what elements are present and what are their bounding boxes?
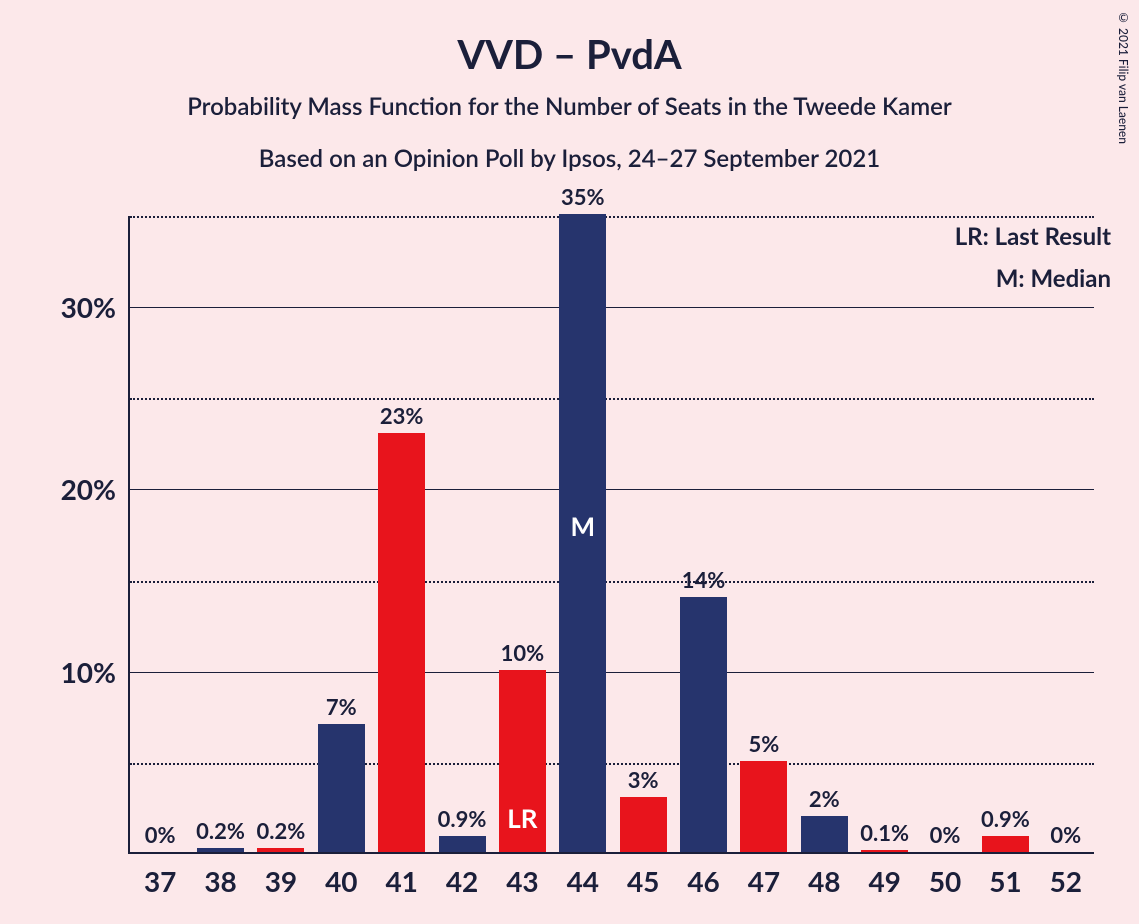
x-tick-label: 47: [748, 852, 780, 898]
bar-value-label: 23%: [380, 402, 424, 433]
bar-rect: [620, 797, 667, 852]
x-tick-label: 40: [325, 852, 357, 898]
gridline-major: [130, 307, 1094, 308]
x-tick-label: 44: [567, 852, 599, 898]
bar-value-label: 7%: [326, 693, 357, 724]
bar-rect: [197, 848, 244, 852]
plot-area: 10%20%30%3738394041424344454647484950515…: [128, 216, 1094, 854]
chart-container: VVD – PvdA Probability Mass Function for…: [0, 0, 1139, 924]
x-tick-label: 45: [627, 852, 659, 898]
gridline-minor: [130, 398, 1094, 400]
x-tick-label: 42: [446, 852, 478, 898]
bar-value-label: 10%: [501, 639, 545, 670]
bar-value-label: 14%: [682, 566, 726, 597]
bar: 5%: [740, 761, 787, 852]
y-tick-label: 10%: [61, 655, 130, 689]
copyright-text: © 2021 Filip van Laenen: [1116, 10, 1131, 144]
x-tick-label: 37: [144, 852, 176, 898]
x-tick-label: 38: [204, 852, 236, 898]
bar-rect: [740, 761, 787, 852]
bar-inner-label: M: [571, 510, 596, 542]
bar-value-label: 35%: [561, 183, 605, 214]
bar-value-label: 0%: [145, 821, 176, 852]
x-tick-label: 49: [868, 852, 900, 898]
bar: 10%LR: [499, 670, 546, 852]
chart-subtitle-2: Based on an Opinion Poll by Ipsos, 24–27…: [0, 144, 1139, 173]
bar-rect: [982, 836, 1029, 852]
bar: 0.2%: [197, 848, 244, 852]
bar: 0.2%: [257, 848, 304, 852]
bar-rect: [378, 433, 425, 852]
bar: 0.1%: [861, 850, 908, 852]
x-tick-label: 50: [929, 852, 961, 898]
bar-inner-label: LR: [507, 802, 537, 834]
bar-value-label: 0.9%: [438, 805, 487, 836]
bar: 35%M: [559, 214, 606, 852]
x-tick-label: 48: [808, 852, 840, 898]
chart-subtitle-1: Probability Mass Function for the Number…: [0, 92, 1139, 121]
x-tick-label: 41: [385, 852, 417, 898]
bar-rect: [318, 724, 365, 852]
bar-value-label: 3%: [628, 766, 659, 797]
gridline-major: [130, 489, 1094, 490]
y-tick-label: 20%: [61, 472, 130, 506]
bar-value-label: 0.2%: [196, 817, 245, 848]
bar: 14%: [680, 597, 727, 852]
x-tick-label: 39: [265, 852, 297, 898]
x-tick-label: 52: [1050, 852, 1082, 898]
bar-rect: [439, 836, 486, 852]
bar-value-label: 0.9%: [981, 805, 1030, 836]
bar-value-label: 2%: [809, 785, 840, 816]
x-tick-label: 51: [989, 852, 1021, 898]
bar-rect: [861, 850, 908, 852]
bar-value-label: 0.1%: [860, 819, 909, 850]
gridline-major: [130, 672, 1094, 673]
bar-rect: [257, 848, 304, 852]
bar-value-label: 0%: [1050, 821, 1081, 852]
bar-value-label: 5%: [749, 730, 780, 761]
gridline-minor: [130, 581, 1094, 583]
bar-rect: [680, 597, 727, 852]
chart-title: VVD – PvdA: [0, 30, 1139, 78]
gridline-minor: [130, 763, 1094, 765]
x-tick-label: 43: [506, 852, 538, 898]
bar: 0.9%: [439, 836, 486, 852]
gridline-minor: [130, 216, 1094, 218]
y-tick-label: 30%: [61, 290, 130, 324]
x-tick-label: 46: [687, 852, 719, 898]
bar-value-label: 0.2%: [257, 817, 306, 848]
bar: 23%: [378, 433, 425, 852]
bar-value-label: 0%: [930, 821, 961, 852]
bar: 2%: [801, 816, 848, 852]
bar: 0.9%: [982, 836, 1029, 852]
bar-rect: [801, 816, 848, 852]
bar: 7%: [318, 724, 365, 852]
bar: 3%: [620, 797, 667, 852]
